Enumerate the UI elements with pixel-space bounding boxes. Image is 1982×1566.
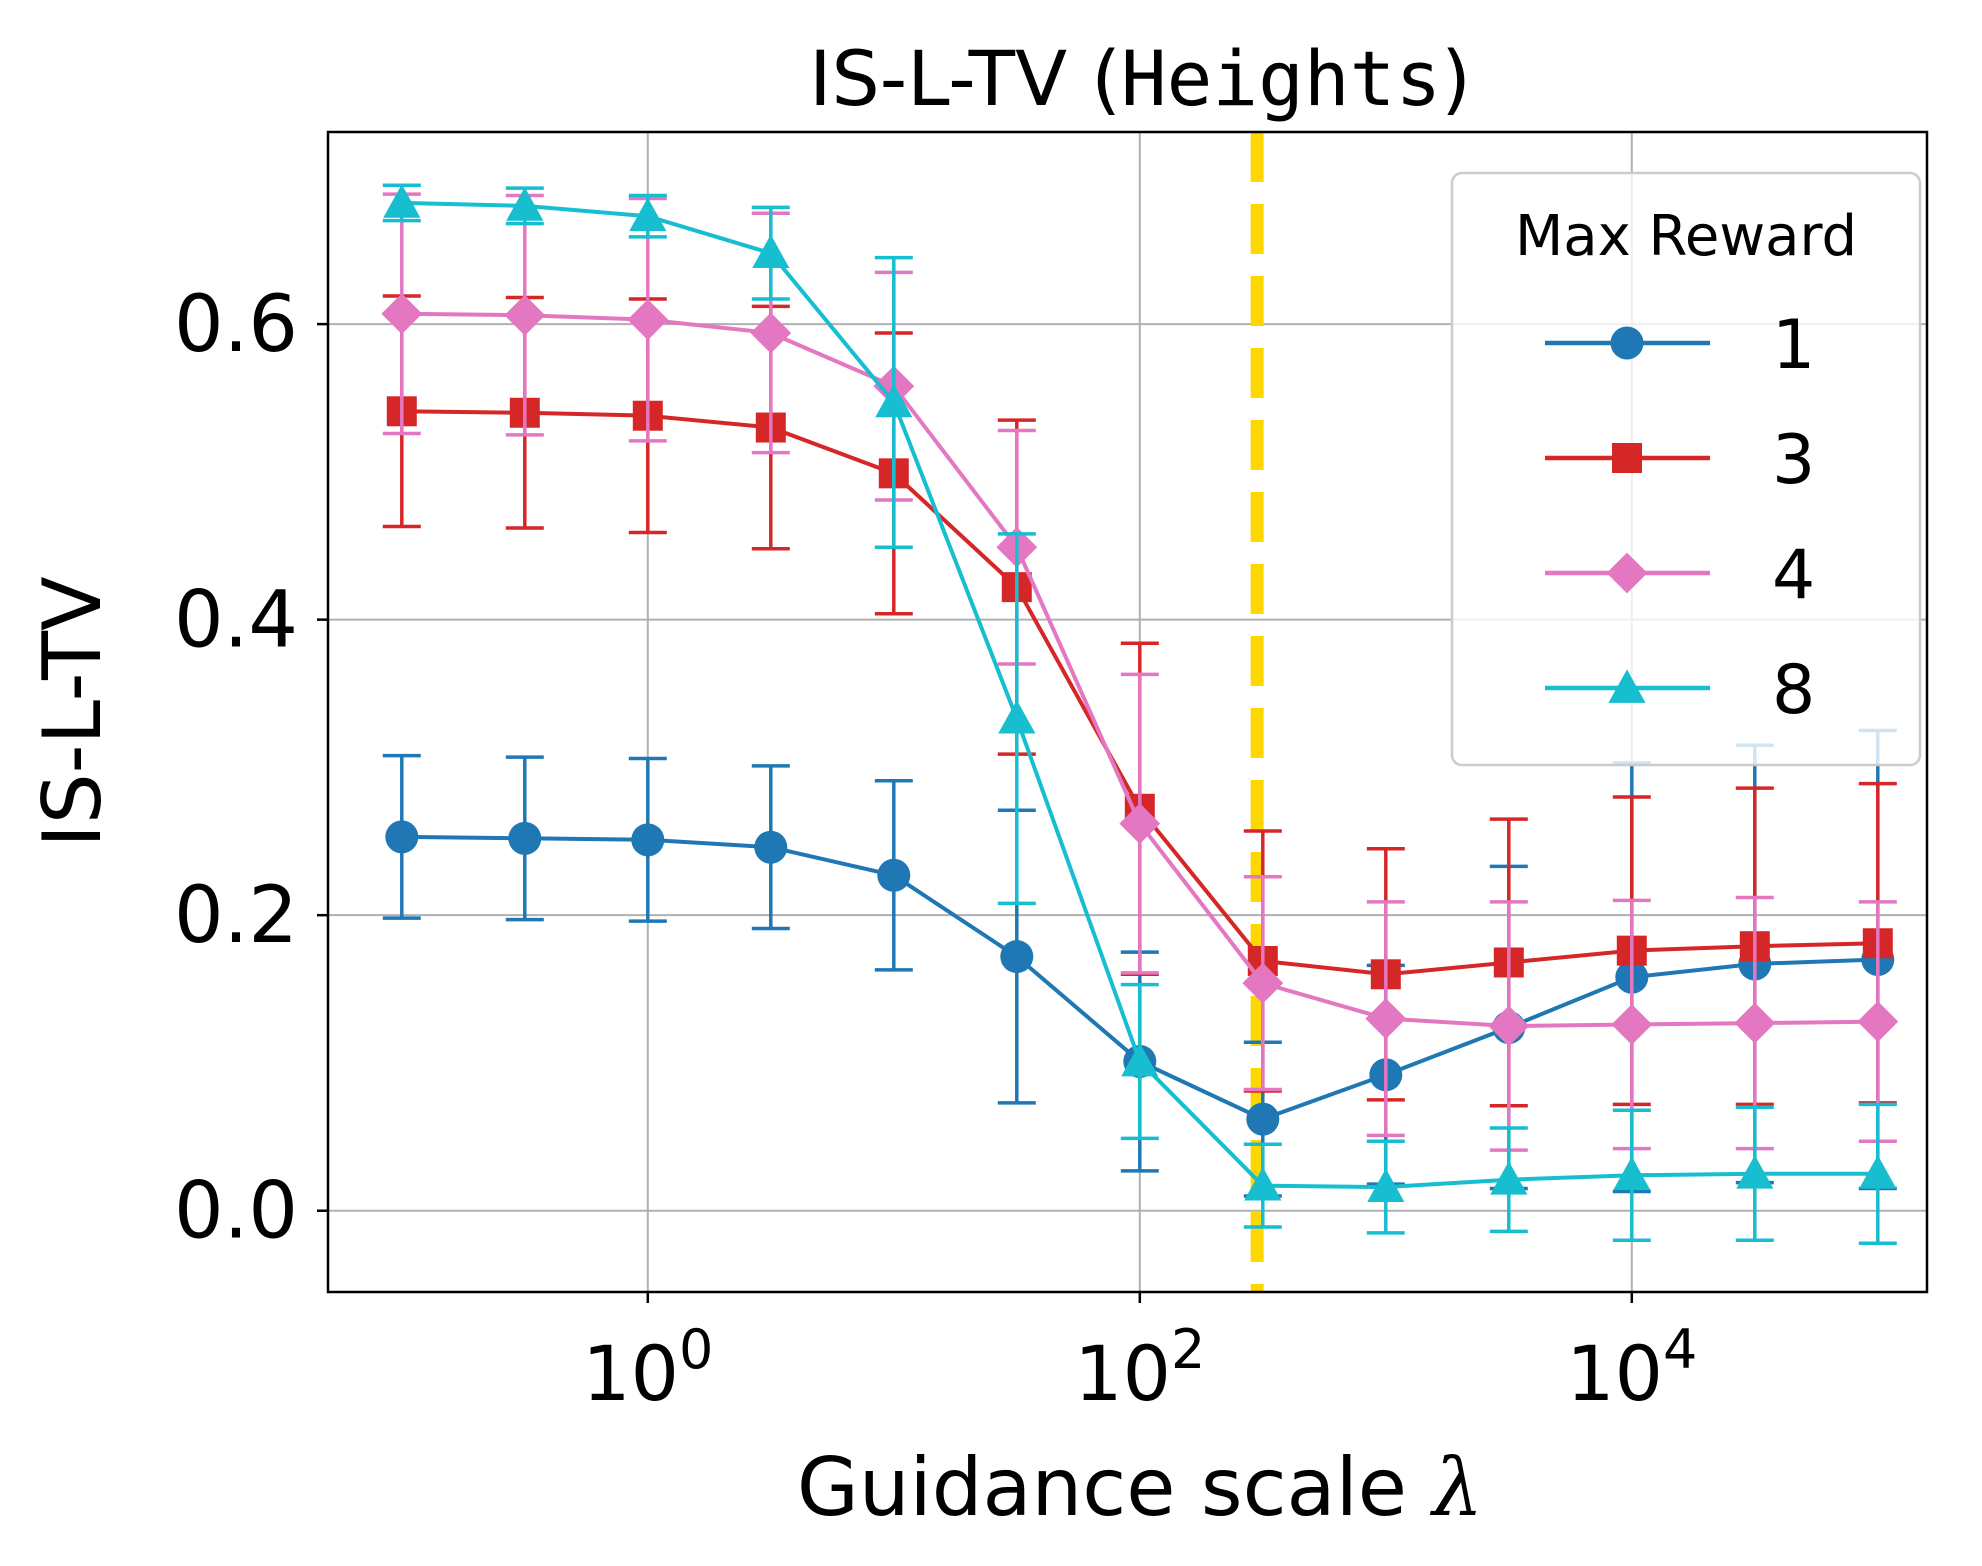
- legend-label: 4: [1772, 536, 1815, 615]
- data-point: [1488, 1005, 1530, 1047]
- x-tick-label: 104: [1566, 1318, 1697, 1418]
- legend-label: 1: [1772, 306, 1815, 385]
- series-8: [382, 183, 1897, 1245]
- data-point: [875, 383, 913, 418]
- data-point: [629, 197, 667, 232]
- data-point: [1367, 1168, 1405, 1202]
- data-point: [1859, 1155, 1897, 1189]
- legend-marker: [1612, 443, 1642, 473]
- legend-entry-8: 8: [1545, 651, 1815, 730]
- data-point: [1000, 940, 1034, 974]
- data-point: [1244, 1167, 1282, 1201]
- chart-title: IS-L-TV (Heights): [809, 34, 1471, 123]
- data-point: [1490, 1161, 1528, 1195]
- legend-entry-3: 3: [1545, 421, 1815, 500]
- data-point: [1857, 1001, 1899, 1042]
- legend-label: 8: [1772, 651, 1815, 730]
- data-point: [383, 184, 421, 218]
- legend: Max Reward 1 3 4 8: [1450, 171, 1922, 767]
- data-point: [754, 830, 788, 864]
- data-point: [381, 293, 423, 335]
- series-4: [381, 192, 1899, 1152]
- x-tick-label: 102: [1074, 1318, 1205, 1418]
- legend-title: Max Reward: [1515, 204, 1857, 269]
- x-axis-label: Guidance scale λ: [797, 1441, 1483, 1534]
- y-tick-label: 0.4: [174, 576, 298, 666]
- data-point: [385, 820, 419, 854]
- legend-entry-4: 4: [1545, 536, 1815, 615]
- x-ticks: 100 102 104: [582, 1292, 1697, 1418]
- data-point: [1246, 1102, 1280, 1136]
- data-point: [1242, 962, 1284, 1004]
- legend-marker: [1606, 552, 1648, 594]
- legend-marker: [1610, 326, 1644, 360]
- data-point: [504, 294, 546, 336]
- y-ticks: 0.0 0.2 0.4 0.6: [174, 280, 328, 1257]
- data-point: [1736, 1155, 1774, 1189]
- data-point: [877, 858, 911, 892]
- data-point: [1119, 803, 1161, 844]
- legend-box: [1450, 171, 1922, 767]
- data-point: [631, 823, 665, 857]
- data-point: [1613, 1156, 1651, 1191]
- y-tick-label: 0.2: [174, 871, 298, 961]
- y-tick-label: 0.0: [174, 1167, 298, 1257]
- y-axis-label: IS-L-TV: [26, 576, 119, 848]
- data-point: [750, 312, 792, 354]
- series-layer: [381, 183, 1899, 1245]
- x-tick-label: 100: [582, 1318, 713, 1418]
- data-point: [627, 299, 669, 341]
- data-point: [998, 700, 1036, 734]
- legend-marker: [1608, 669, 1646, 703]
- data-point: [1121, 1042, 1159, 1077]
- data-point: [1365, 998, 1407, 1040]
- y-tick-label: 0.6: [174, 280, 298, 370]
- legend-entry-1: 1: [1545, 306, 1815, 385]
- legend-label: 3: [1772, 421, 1815, 500]
- data-point: [1611, 1004, 1653, 1045]
- data-point: [508, 821, 542, 855]
- plot-frame: [326, 130, 1929, 1294]
- data-point: [752, 234, 790, 269]
- legend-entries: 1 3 4 8: [1545, 306, 1815, 730]
- data-point: [1734, 1002, 1776, 1044]
- data-point: [506, 187, 544, 221]
